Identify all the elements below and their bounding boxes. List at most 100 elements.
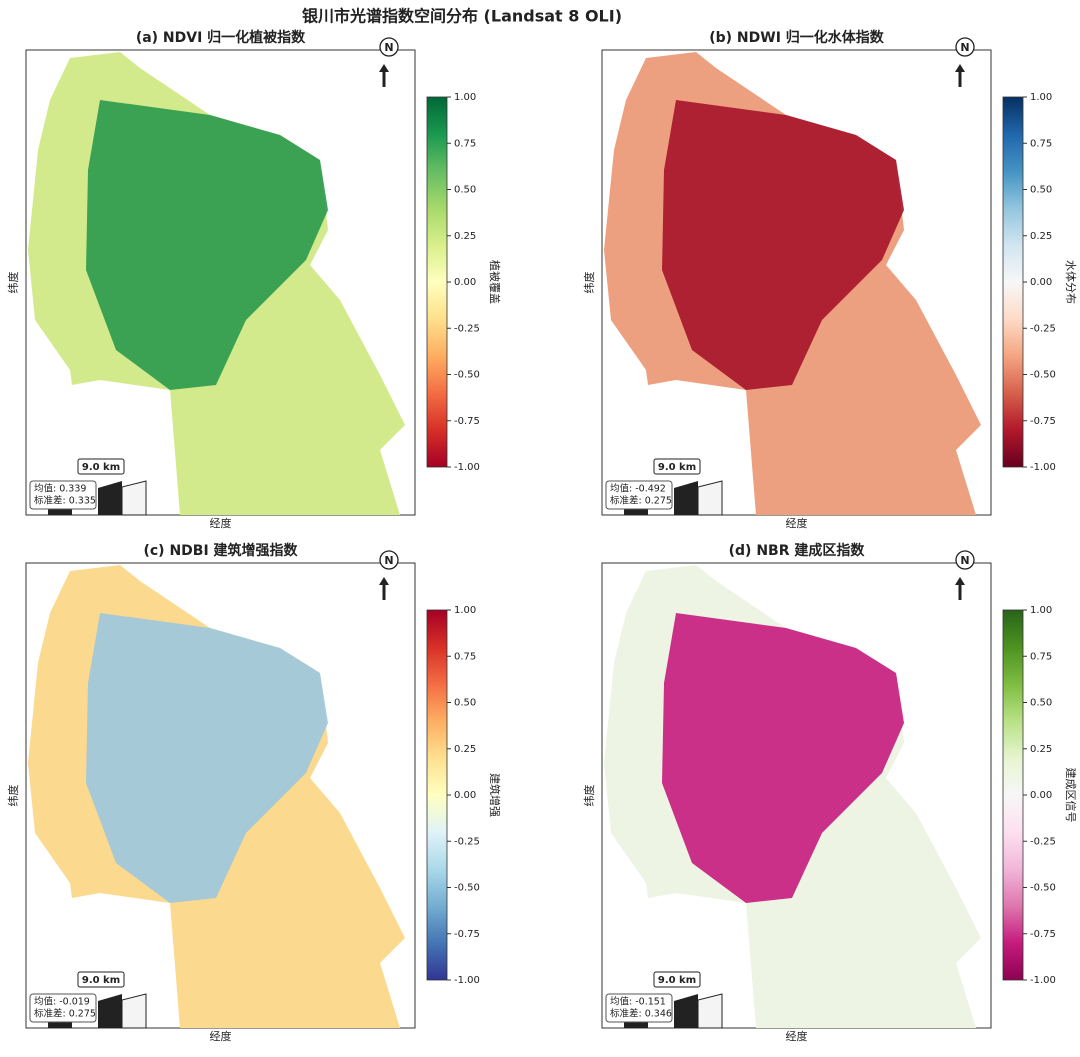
north-arrow-head	[379, 64, 389, 72]
scale-label: 9.0 km	[658, 975, 696, 986]
stats-text: 均值: -0.492	[610, 483, 666, 495]
urban-core	[86, 100, 328, 390]
north-circle	[379, 550, 399, 570]
colorbar-label: 水体分布	[1064, 260, 1078, 304]
urban-core	[662, 613, 904, 903]
colorbar-tick-label: -0.50	[1030, 883, 1056, 894]
colorbar-tick-label: 0.50	[454, 698, 476, 709]
colorbar-tick-label: 1.00	[1030, 92, 1052, 103]
scale-seg	[674, 481, 698, 515]
scale-label-box	[653, 971, 701, 988]
colorbar-tick-label: 0.50	[454, 185, 476, 196]
scale-seg	[121, 993, 147, 1029]
colorbar-tick-label: 1.00	[1030, 605, 1052, 616]
colorbar-tick-label: -1.00	[1030, 462, 1056, 473]
north-label: N	[960, 41, 969, 54]
figure-title: 银川市光谱指数空间分布 (Landsat 8 OLI)	[302, 7, 622, 26]
stats-text: 标准差: 0.346	[610, 1008, 672, 1020]
colorbar-tick-label: -0.50	[1030, 370, 1056, 381]
stats-text: 均值: -0.019	[34, 996, 90, 1008]
colorbar-tick-label: -1.00	[454, 975, 480, 986]
north-label: N	[384, 41, 393, 54]
colorbar-tick-label: -0.75	[1030, 416, 1056, 427]
stats-box	[605, 480, 673, 510]
colorbar-tick-label: -1.00	[454, 462, 480, 473]
y-axis-label: 纬度	[6, 785, 20, 807]
scale-label-box	[77, 971, 125, 988]
panel-title: (c) NDBI 建筑增强指数	[143, 542, 298, 559]
y-axis-label: 纬度	[6, 272, 20, 294]
stats-text: 均值: 0.339	[34, 483, 86, 495]
colorbar	[1002, 96, 1024, 468]
colorbar	[426, 609, 448, 981]
scale-label: 9.0 km	[82, 975, 120, 986]
stats-box	[29, 480, 97, 510]
colorbar-tick-label: -0.50	[454, 370, 480, 381]
scale-seg	[98, 481, 122, 515]
stats-box	[29, 993, 97, 1023]
colorbar-tick-label: 0.25	[454, 231, 476, 242]
north-label: N	[384, 554, 393, 567]
colorbar-label: 建筑增强	[488, 773, 502, 817]
scale-seg	[697, 480, 723, 516]
colorbar-label: 植被覆盖	[488, 260, 502, 304]
colorbar-tick-label: 1.00	[454, 92, 476, 103]
colorbar-tick-label: -0.50	[454, 883, 480, 894]
stats-box	[605, 993, 673, 1023]
scale-seg	[121, 480, 147, 516]
x-axis-label: 经度	[210, 516, 232, 530]
scale-label: 9.0 km	[82, 462, 120, 473]
colorbar-tick-label: -0.75	[1030, 929, 1056, 940]
colorbar-tick-label: 0.00	[1030, 790, 1052, 801]
scale-seg	[98, 994, 122, 1028]
x-axis-label: 经度	[786, 1029, 808, 1043]
colorbar-tick-label: 0.75	[454, 138, 476, 149]
colorbar-tick-label: 0.00	[454, 277, 476, 288]
y-axis-label: 纬度	[582, 272, 596, 294]
stats-text: 标准差: 0.335	[34, 495, 96, 507]
colorbar-tick-label: 0.00	[454, 790, 476, 801]
north-arrow-head	[379, 577, 389, 585]
stats-text: 标准差: 0.275	[610, 495, 672, 507]
stats-text: 标准差: 0.275	[34, 1008, 96, 1020]
colorbar-tick-label: -0.25	[454, 836, 480, 847]
x-axis-label: 经度	[786, 516, 808, 530]
colorbar-tick-label: 0.25	[454, 744, 476, 755]
y-axis-label: 纬度	[582, 785, 596, 807]
colorbar-tick-label: -0.75	[454, 929, 480, 940]
colorbar-tick-label: -0.25	[454, 323, 480, 334]
scale-label: 9.0 km	[658, 462, 696, 473]
colorbar-tick-label: -0.25	[1030, 836, 1056, 847]
colorbar	[426, 96, 448, 468]
north-label: N	[960, 554, 969, 567]
scale-label-box	[653, 458, 701, 475]
colorbar-tick-label: 0.50	[1030, 698, 1052, 709]
colorbar-tick-label: 0.75	[1030, 651, 1052, 662]
colorbar-tick-label: 0.75	[454, 651, 476, 662]
stats-text: 均值: -0.151	[610, 996, 666, 1008]
panel-title: (b) NDWI 归一化水体指数	[709, 29, 885, 46]
urban-core	[662, 100, 904, 390]
scale-seg	[697, 993, 723, 1029]
scale-seg	[674, 994, 698, 1028]
x-axis-label: 经度	[210, 1029, 232, 1043]
colorbar-tick-label: 0.25	[1030, 744, 1052, 755]
north-circle	[379, 37, 399, 57]
colorbar-tick-label: -0.75	[454, 416, 480, 427]
colorbar-tick-label: 0.50	[1030, 185, 1052, 196]
colorbar-tick-label: -0.25	[1030, 323, 1056, 334]
colorbar	[1002, 609, 1024, 981]
panel-title: (d) NBR 建成区指数	[729, 542, 866, 559]
scale-label-box	[77, 458, 125, 475]
north-arrow-head	[955, 577, 965, 585]
colorbar-tick-label: -1.00	[1030, 975, 1056, 986]
colorbar-tick-label: 1.00	[454, 605, 476, 616]
north-arrow-head	[955, 64, 965, 72]
colorbar-tick-label: 0.25	[1030, 231, 1052, 242]
colorbar-tick-label: 0.00	[1030, 277, 1052, 288]
panel-title: (a) NDVI 归一化植被指数	[136, 29, 306, 46]
colorbar-label: 建成区信号	[1064, 768, 1078, 823]
north-circle	[955, 550, 975, 570]
north-circle	[955, 37, 975, 57]
